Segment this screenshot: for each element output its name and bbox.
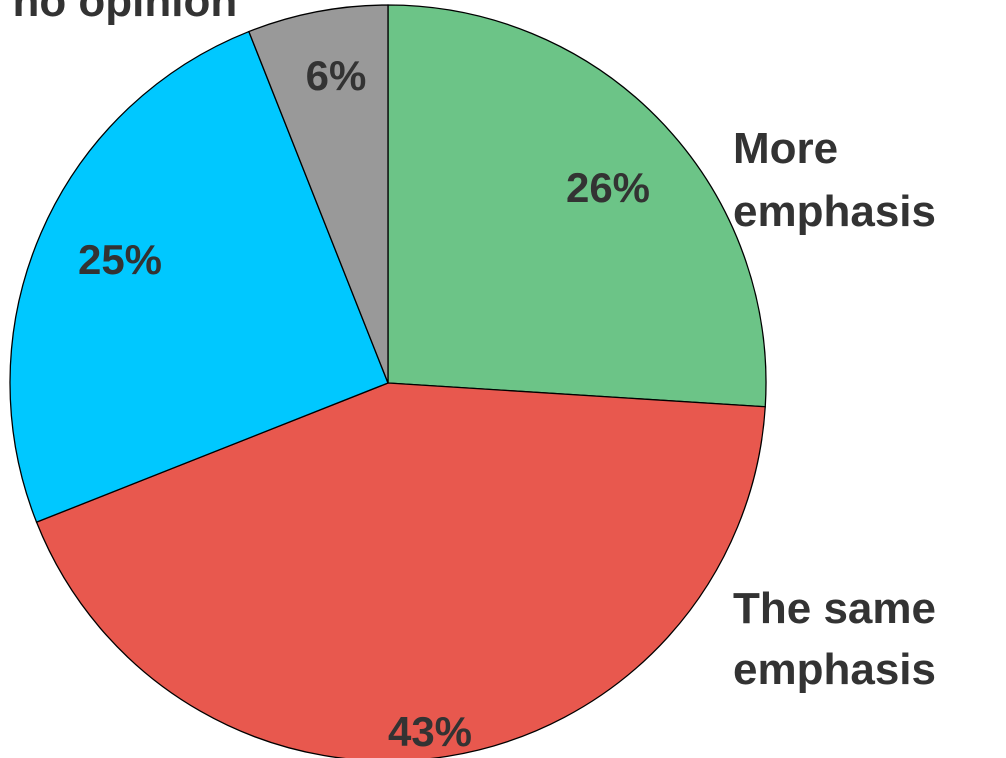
category-labels: More emphasis The same emphasis / no opi…: [0, 0, 936, 694]
category-label-same-emphasis-line1: The same: [733, 584, 936, 633]
category-label-same-emphasis-line2: emphasis: [733, 645, 936, 694]
category-label-more-emphasis-line1: More: [733, 124, 838, 173]
pie-slice-4: [248, 4, 389, 384]
percent-label-no-opinion: 6%: [306, 52, 367, 99]
pie-slice-3: [9, 30, 389, 523]
pie-slice-2: [35, 382, 766, 758]
percent-label-slice-3: 25%: [78, 236, 162, 283]
percent-label-more-emphasis: 26%: [566, 164, 650, 211]
percent-label-same-emphasis: 43%: [388, 708, 472, 755]
category-label-no-opinion: / no opinion: [0, 0, 237, 26]
category-label-more-emphasis-line2: emphasis: [733, 187, 936, 236]
pie-slice-1: [387, 4, 767, 408]
percent-labels: 26% 43% 25% 6%: [78, 52, 650, 755]
pie-slices: [9, 4, 767, 758]
